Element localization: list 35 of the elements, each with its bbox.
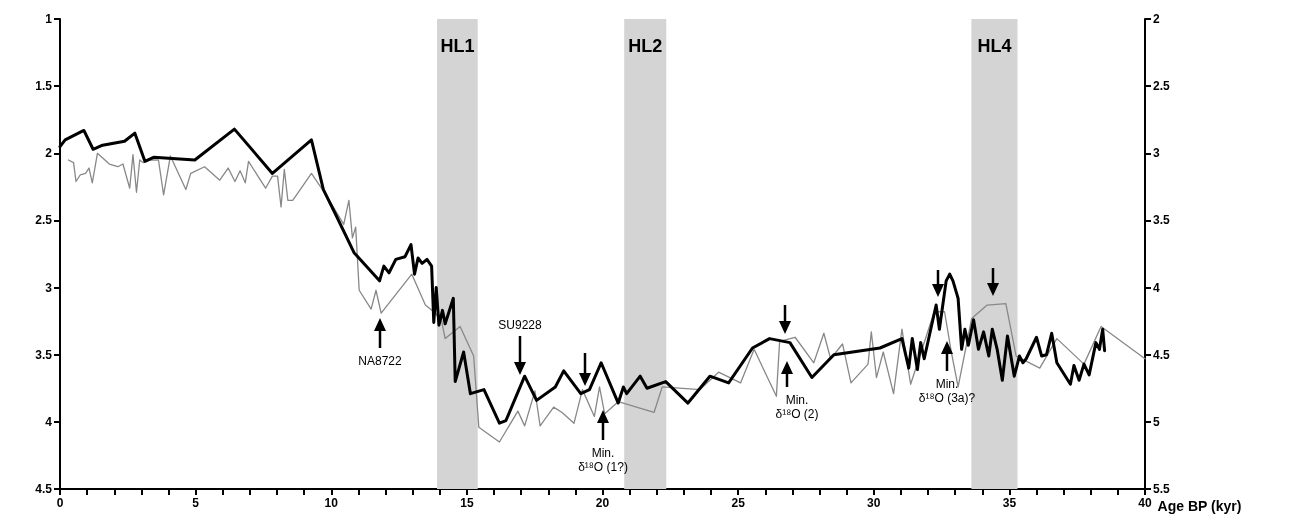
y-tick-label: 1.5 — [35, 79, 53, 94]
annotation: NA8722 — [358, 354, 402, 368]
band-label: HL2 — [628, 36, 663, 56]
y-tick-label: 2.5 — [35, 213, 53, 228]
annotation: Min. δ¹⁸O (3a)? — [918, 377, 976, 405]
x-tick-label: 20 — [595, 496, 610, 510]
x-tick-label: 35 — [1002, 496, 1017, 510]
y2-tick-label: 3.5 — [1153, 213, 1171, 228]
y2-tick-label: 2 — [1153, 12, 1160, 26]
y-tick-label: 3 — [45, 280, 53, 295]
band-label: HL1 — [440, 36, 475, 56]
y-tick-label: 4 — [45, 414, 53, 429]
y2-tick-label: 3 — [1153, 146, 1160, 161]
y2-tick-label: 5 — [1153, 414, 1160, 429]
y-tick-label: 3.5 — [35, 347, 53, 362]
annotation: SU9228 — [498, 318, 542, 332]
band-label: HL4 — [977, 36, 1012, 56]
y2-tick-label: 2.5 — [1153, 79, 1171, 94]
x-tick-label: 30 — [867, 496, 881, 510]
y2-tick-label: 4.5 — [1153, 347, 1171, 362]
annotation: Min. δ¹⁸O (2) — [775, 393, 819, 421]
y-tick-label: 2 — [45, 146, 53, 161]
x-tick-label: 25 — [731, 496, 746, 510]
x-tick-label: 40 — [1138, 496, 1152, 510]
y-tick-label: 4.5 — [35, 482, 53, 496]
y-tick-label: 1 — [45, 12, 53, 26]
x-tick-label: 0 — [56, 496, 64, 510]
annotation: Min. δ¹⁸O (1?) — [578, 446, 628, 474]
x-tick-label: 10 — [324, 496, 339, 510]
x-tick-label: 15 — [460, 496, 474, 510]
x-axis-title: Age BP (kyr) — [1157, 498, 1242, 514]
x-tick-label: 5 — [192, 496, 200, 510]
line-series — [67, 152, 1146, 443]
y2-tick-label: 4 — [1153, 280, 1160, 295]
y2-tick-label: 5.5 — [1153, 482, 1171, 496]
